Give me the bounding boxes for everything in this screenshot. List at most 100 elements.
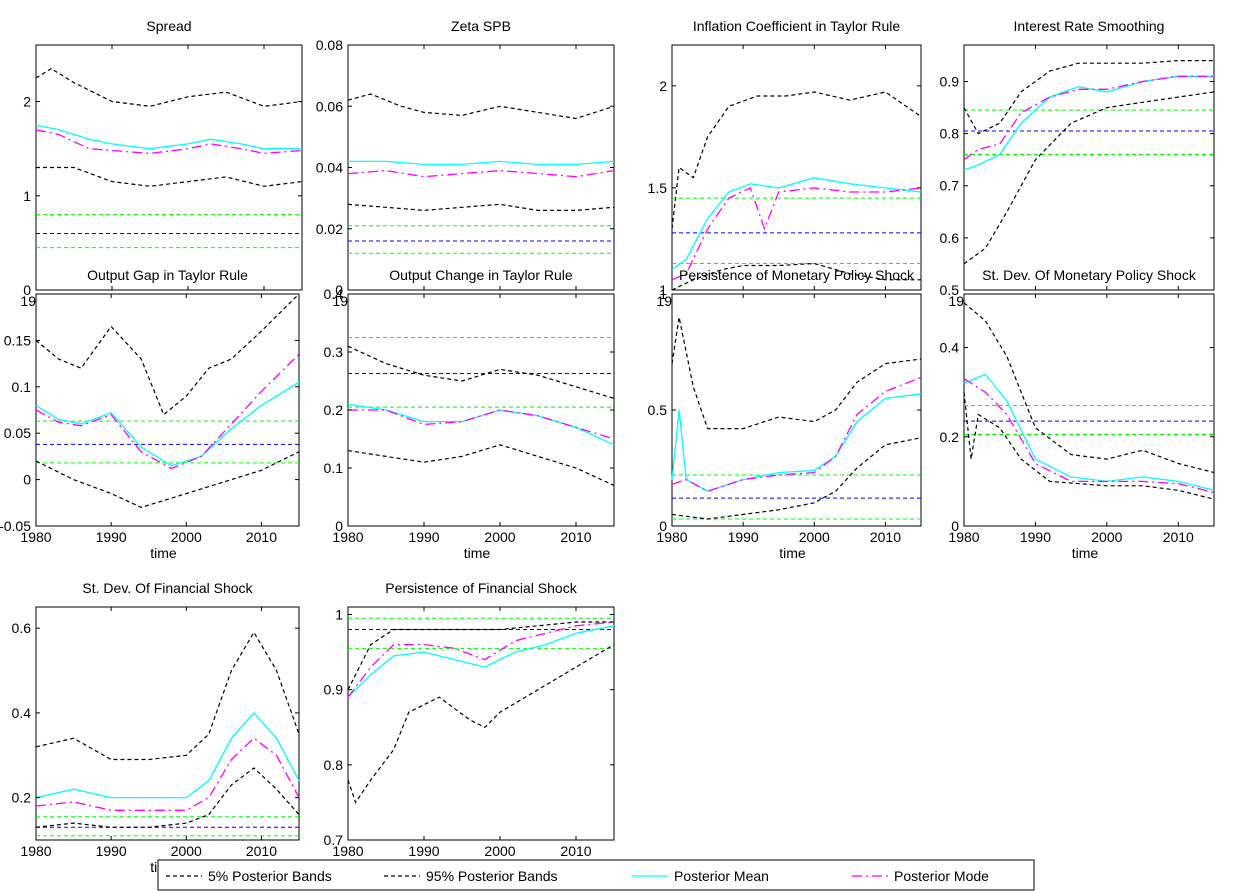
y-tick-label: 1 (335, 607, 343, 623)
y-tick-label: 0.9 (940, 73, 960, 89)
series-band (347, 621, 614, 690)
subplot-8: St. Dev. Of Monetary Policy Shock 1980 199… (940, 267, 1215, 561)
series-mode (35, 129, 303, 155)
y-tick-label: 0.02 (316, 221, 343, 237)
y-tick-label: 1 (23, 188, 31, 204)
y-tick-label: 0.6 (12, 620, 32, 636)
subplot-9: St. Dev. Of Financial Shock 1980 1990 2000 2… (12, 580, 300, 875)
x-axis-label: time (779, 545, 806, 561)
y-tick-label: 0.5 (648, 402, 668, 418)
y-tick-label: 0.7 (324, 832, 344, 848)
panel-title: Spread (146, 18, 191, 34)
x-axis-label: time (464, 545, 491, 561)
plot-area (35, 293, 300, 527)
series-band (347, 444, 615, 486)
x-tick-label: 2010 (1163, 529, 1194, 545)
y-tick-label: 0.8 (940, 126, 960, 142)
series-mode (347, 621, 615, 698)
y-tick-label: 0.04 (316, 160, 343, 176)
x-axis-label: time (150, 545, 177, 561)
plot-area (347, 44, 615, 291)
legend: 5% Posterior Bands 95% Posterior Bands Pos… (157, 859, 1035, 891)
series-band (347, 644, 615, 804)
series-mean (348, 160, 615, 166)
x-tick-label: 1990 (728, 529, 759, 545)
series-mode (963, 378, 1215, 494)
series-band (963, 60, 1214, 135)
panel-title: St. Dev. Of Financial Shock (82, 580, 253, 596)
y-tick-label: 0.9 (324, 682, 344, 698)
y-tick-label: 0.7 (940, 178, 960, 194)
series-mean (35, 124, 302, 150)
y-tick-label: 2 (23, 94, 31, 110)
y-tick-label: 1 (659, 282, 667, 298)
y-tick-label: 0 (23, 472, 31, 488)
series-mode (35, 353, 300, 470)
subplot-5: Output Gap in Taylor Rule 1980 1990 2000 201… (0, 267, 300, 561)
series-band (36, 166, 303, 187)
x-tick-label: 1990 (96, 529, 127, 545)
y-tick-label: 2 (659, 78, 667, 94)
y-tick-label: 0.5 (940, 282, 960, 298)
x-tick-label: 1990 (408, 529, 439, 545)
series-mode (963, 75, 1214, 161)
x-tick-label: 1980 (20, 843, 51, 859)
subplot-7: Persistence of Monetary Policy Shock 1980… (648, 267, 922, 561)
y-tick-label: 0 (951, 518, 959, 534)
legend-box (157, 859, 1035, 891)
plot-area (671, 44, 922, 291)
subplot-2: Zeta SPB198019902000201000.020.040.060.0… (316, 18, 615, 325)
y-tick-label: 0.06 (316, 98, 343, 114)
series-band (35, 293, 300, 416)
series-band (671, 437, 922, 520)
panel-title: Output Gap in Taylor Rule (87, 267, 248, 283)
y-tick-label: -0.05 (0, 518, 31, 534)
series-band (963, 392, 1215, 500)
series-mean (347, 625, 615, 698)
y-tick-label: 0 (23, 282, 31, 298)
x-tick-label: 2010 (560, 843, 591, 859)
plot-area (35, 44, 303, 291)
y-tick-label: 0.4 (324, 286, 344, 302)
y-tick-label: 0.1 (12, 379, 32, 395)
plot-area (963, 293, 1215, 527)
x-tick-label: 2000 (799, 529, 830, 545)
y-tick-label: 0.05 (4, 425, 31, 441)
y-tick-label: 0.4 (12, 705, 32, 721)
y-tick-label: 0 (335, 282, 343, 298)
y-tick-label: 0.15 (4, 332, 31, 348)
series-mean (671, 177, 922, 271)
y-tick-label: 0.6 (940, 230, 960, 246)
subplot-1: Spread1980199020002010012time (20, 18, 303, 325)
series-band (671, 317, 922, 430)
series-band (347, 203, 615, 212)
panel-title: Zeta SPB (451, 18, 511, 34)
y-tick-label: 1.5 (648, 180, 668, 196)
series-mode (348, 409, 615, 440)
subplot-3: Inflation Coefficient in Taylor Rule1980… (648, 18, 922, 325)
series-mean (671, 393, 922, 492)
x-tick-label: 1990 (408, 843, 439, 859)
series-mean (35, 381, 300, 467)
panel-title: Persistence of Financial Shock (385, 580, 577, 596)
series-mode (671, 187, 922, 281)
panel-title: Persistence of Monetary Policy Shock (679, 267, 915, 283)
y-tick-label: 0.2 (12, 790, 32, 806)
y-tick-label: 1 (659, 286, 667, 302)
x-tick-label: 1980 (332, 529, 363, 545)
y-tick-label: 0.08 (316, 37, 343, 53)
x-tick-label: 1980 (656, 529, 687, 545)
series-mode (35, 737, 300, 811)
plot-area (671, 293, 922, 527)
legend-label: Posterior Mode (894, 868, 989, 884)
plot-area (347, 293, 615, 527)
legend-label: 5% Posterior Bands (208, 868, 332, 884)
x-tick-label: 2010 (246, 529, 277, 545)
y-tick-label: 0 (335, 518, 343, 534)
plot-area (963, 44, 1215, 291)
x-tick-label: 2010 (560, 529, 591, 545)
x-tick-label: 2000 (1091, 529, 1122, 545)
plot-area (35, 606, 300, 841)
x-tick-label: 2000 (484, 529, 515, 545)
panel-title: St. Dev. Of Monetary Policy Shock (982, 267, 1197, 283)
